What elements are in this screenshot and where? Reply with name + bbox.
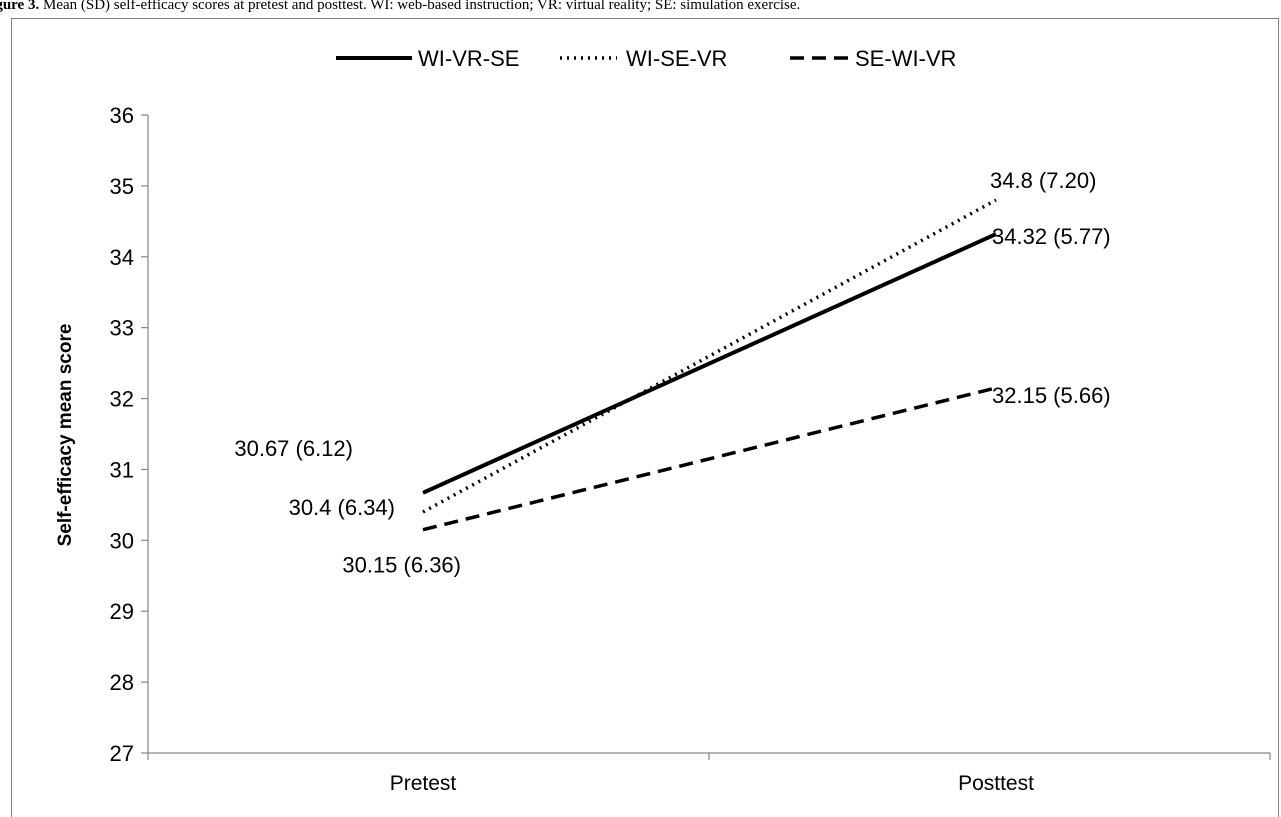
series-lines <box>422 198 997 532</box>
y-tick-label: 30 <box>110 528 134 553</box>
figure-caption-label: Figure 3. <box>0 0 40 13</box>
y-tick-label: 28 <box>110 670 134 695</box>
data-label: 30.15 (6.36) <box>342 553 461 578</box>
chart-frame <box>11 18 1279 817</box>
legend-label: WI-VR-SE <box>418 46 519 71</box>
data-label: 30.4 (6.34) <box>289 495 395 520</box>
data-label: 32.15 (5.66) <box>992 383 1111 408</box>
figure-caption-text: Mean (SD) self-efficacy scores at pretes… <box>42 0 801 13</box>
legend-label: WI-SE-VR <box>626 46 727 71</box>
data-label: 34.8 (7.20) <box>990 168 1096 193</box>
series-line-se-wi-vr <box>422 386 997 532</box>
y-axis-label: Self-efficacy mean score <box>55 324 76 547</box>
x-tick-label: Posttest <box>958 772 1034 795</box>
chart-axes: 27 28 29 30 31 32 33 34 35 36 Pretest Posttest <box>110 103 1271 795</box>
y-tick-label: 32 <box>110 387 134 412</box>
y-tick-label: 34 <box>110 245 134 270</box>
series-line-wi-vr-se <box>422 232 997 495</box>
y-tick-label: 33 <box>110 316 134 341</box>
data-label: 30.67 (6.12) <box>234 436 353 461</box>
figure-caption: Figure 3. Mean (SD) self-efficacy scores… <box>0 0 1281 15</box>
y-tick-label: 35 <box>110 174 134 199</box>
y-tick-label: 31 <box>110 457 134 482</box>
y-tick-label: 27 <box>110 741 134 766</box>
data-label: 34.32 (5.77) <box>992 224 1111 249</box>
y-tick-label: 36 <box>110 103 134 128</box>
x-tick-label: Pretest <box>390 772 457 795</box>
series-line-wi-se-vr <box>422 198 997 514</box>
chart-legend: WI-VR-SE WI-SE-VR SE-WI-VR <box>336 46 956 71</box>
y-tick-label: 29 <box>110 599 134 624</box>
data-labels: 30.67 (6.12) 34.32 (5.77) 30.4 (6.34) 34.8 … <box>234 168 1110 578</box>
legend-label: SE-WI-VR <box>855 46 956 71</box>
